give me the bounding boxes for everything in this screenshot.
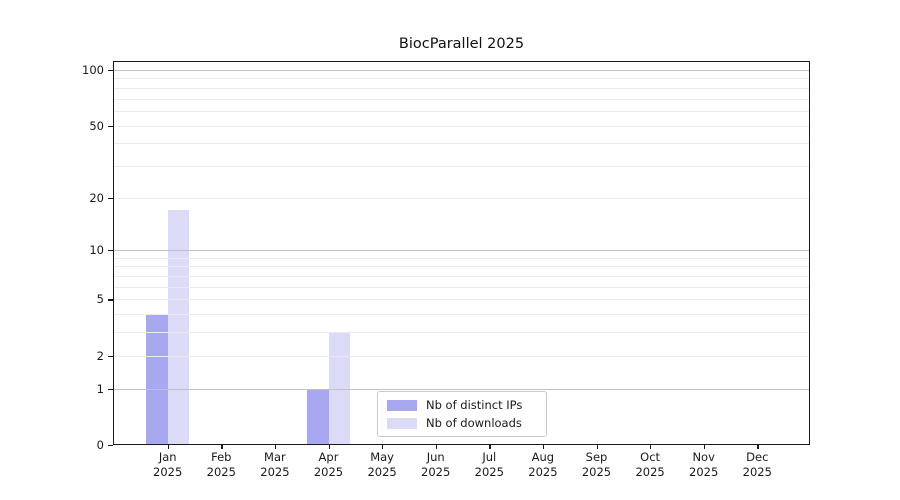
legend-item-downloads: Nb of downloads <box>387 416 537 430</box>
bar-nb-of-downloads-jan <box>167 210 190 445</box>
legend-swatch-distinct-ips <box>387 399 417 411</box>
gridline-minor-8 <box>113 266 810 268</box>
month-year: 2025 <box>581 465 612 479</box>
y-axis-tick-label-10: 10 <box>89 243 104 258</box>
y-axis-tick-mark-2 <box>108 355 113 358</box>
gridline-minor-90 <box>113 78 810 80</box>
chart-title: BiocParallel 2025 <box>398 36 525 52</box>
gridlines-layer <box>113 61 810 445</box>
bar-nb-of-distinct-ips-apr <box>307 388 329 445</box>
x-axis-month-label-sep: Sep 2025 <box>565 450 629 480</box>
y-axis-tick-label-50: 50 <box>89 118 104 133</box>
x-axis-tick-mark-sep <box>596 445 598 449</box>
gridline-minor-30 <box>113 165 810 167</box>
x-axis-tick-mark-jul <box>489 445 491 449</box>
month-year: 2025 <box>260 465 290 479</box>
month-year: 2025 <box>528 465 558 479</box>
x-axis-tick-mark-mar <box>274 445 277 449</box>
gridline-minor-9 <box>113 257 810 259</box>
y-axis-tick-mark-100 <box>108 69 113 72</box>
legend-label-downloads: Nb of downloads <box>426 416 522 430</box>
x-axis-tick-mark-apr <box>328 445 330 449</box>
month-name: Jun <box>426 450 445 464</box>
month-year: 2025 <box>206 465 236 479</box>
y-axis-tick-mark-0 <box>108 445 113 447</box>
gridline-minor-7 <box>113 276 810 278</box>
month-name: Sep <box>585 450 608 464</box>
x-axis-tick-mark-jun <box>435 445 437 449</box>
x-axis-tick-mark-may <box>382 445 384 449</box>
gridline-10 <box>113 250 810 252</box>
month-year: 2025 <box>474 465 504 479</box>
x-axis-month-label-dec: Dec 2025 <box>725 450 789 480</box>
y-axis-tick-label-20: 20 <box>89 190 104 205</box>
gridline-minor-80 <box>113 87 810 89</box>
gridline-minor-60 <box>113 110 810 112</box>
month-name: Nov <box>692 450 715 464</box>
y-axis-tick-mark-20 <box>108 197 113 199</box>
x-axis-tick-mark-aug <box>542 445 545 449</box>
month-name: Jan <box>158 450 177 464</box>
bar-nb-of-downloads-apr <box>328 332 350 445</box>
legend: Nb of distinct IPs Nb of downloads <box>377 391 547 437</box>
x-axis-month-label-apr: Apr 2025 <box>297 450 361 480</box>
x-axis-tick-mark-dec <box>757 445 759 449</box>
x-axis-month-label-feb: Feb 2025 <box>189 450 253 480</box>
gridline-2 <box>113 355 810 357</box>
x-axis-month-label-jun: Jun 2025 <box>404 450 468 480</box>
gridline-5 <box>113 299 810 301</box>
month-name: Aug <box>531 450 555 464</box>
x-axis-month-label-aug: Aug 2025 <box>511 450 575 480</box>
month-name: Jul <box>482 450 497 464</box>
gridline-minor-6 <box>113 286 810 288</box>
month-name: Feb <box>211 450 232 464</box>
month-year: 2025 <box>421 465 451 479</box>
month-name: Dec <box>746 450 769 464</box>
x-axis-month-label-mar: Mar 2025 <box>243 450 307 480</box>
month-name: Mar <box>264 450 286 464</box>
y-axis-tick-label-1: 1 <box>96 381 104 396</box>
x-axis-tick-mark-nov <box>703 445 705 449</box>
gridline-20 <box>113 197 810 199</box>
y-axis-tick-mark-10 <box>108 250 113 252</box>
x-axis-month-label-oct: Oct 2025 <box>618 450 682 480</box>
x-axis-tick-mark-oct <box>650 445 652 449</box>
month-year: 2025 <box>367 465 397 479</box>
gridline-1 <box>113 388 810 390</box>
gridline-minor-40 <box>113 143 810 145</box>
x-axis-tick-mark-jan <box>167 445 169 449</box>
x-axis-month-label-jan: Jan 2025 <box>136 450 200 480</box>
y-axis-tick-label-100: 100 <box>82 62 104 77</box>
y-axis-tick-mark-50 <box>108 125 113 127</box>
month-name: Oct <box>640 450 661 464</box>
plot-area <box>113 61 810 445</box>
x-axis-month-label-jul: Jul 2025 <box>457 450 521 480</box>
gridline-minor-4 <box>113 314 810 316</box>
month-year: 2025 <box>635 465 665 479</box>
y-axis-tick-label-5: 5 <box>96 292 104 307</box>
gridline-minor-70 <box>113 98 810 100</box>
legend-label-distinct-ips: Nb of distinct IPs <box>426 398 523 412</box>
y-axis-tick-mark-5 <box>108 299 113 301</box>
month-year: 2025 <box>153 465 183 479</box>
x-axis-month-label-may: May 2025 <box>350 450 414 480</box>
x-axis-month-label-nov: Nov 2025 <box>672 450 736 480</box>
month-year: 2025 <box>313 465 344 479</box>
month-name: May <box>370 450 394 464</box>
month-name: Apr <box>318 450 339 464</box>
legend-swatch-downloads <box>387 417 417 429</box>
y-axis-tick-label-2: 2 <box>96 348 104 363</box>
month-year: 2025 <box>689 465 719 479</box>
y-axis-tick-label-0: 0 <box>96 438 104 452</box>
bar-nb-of-distinct-ips-jan <box>146 314 168 445</box>
gridline-100 <box>113 69 810 71</box>
legend-item-distinct-ips: Nb of distinct IPs <box>387 398 537 412</box>
x-axis-tick-mark-feb <box>221 445 223 449</box>
gridline-50 <box>113 125 810 127</box>
month-year: 2025 <box>742 465 772 479</box>
gridline-minor-3 <box>113 332 810 334</box>
y-axis-tick-mark-1 <box>108 388 113 390</box>
bars-layer <box>113 61 810 445</box>
